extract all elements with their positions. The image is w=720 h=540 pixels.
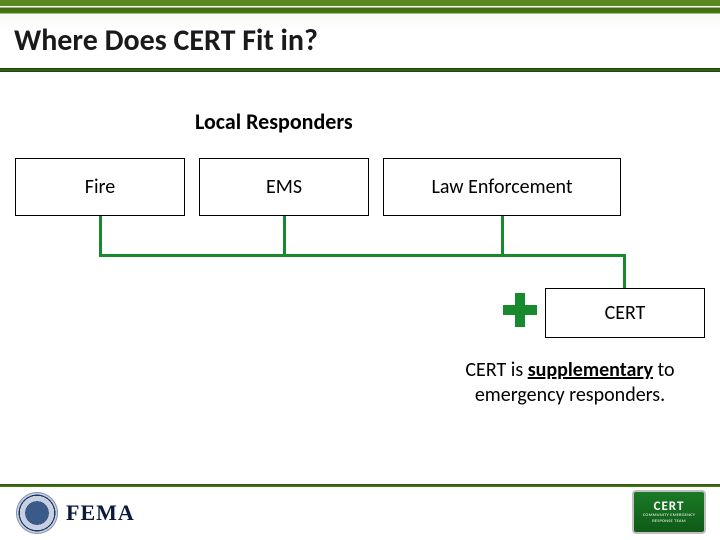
dhs-seal-icon (16, 492, 58, 534)
box-ems: EMS (199, 158, 369, 216)
caption: CERT is supplementary to emergency respo… (430, 358, 710, 408)
responder-row: Fire EMS Law Enforcement (15, 158, 705, 216)
plus-cross-icon (503, 293, 537, 327)
cert-logo-text: CERT (654, 500, 685, 513)
caption-pre: CERT is (465, 358, 527, 382)
connector-v-fire (99, 216, 102, 256)
box-cert: CERT (545, 288, 705, 338)
connector-v-law (501, 216, 504, 256)
box-fire: Fire (15, 158, 185, 216)
header-rule (0, 68, 720, 72)
fema-logo: FEMA (66, 500, 135, 526)
connector-v-cert (623, 254, 626, 288)
page-title: Where Does CERT Fit in? (14, 22, 318, 59)
cert-logo: CERT COMMUNITY EMERGENCY RESPONSE TEAM (632, 490, 706, 534)
footer: FEMA CERT COMMUNITY EMERGENCY RESPONSE T… (0, 484, 720, 540)
footer-rule (0, 484, 720, 487)
box-law: Law Enforcement (383, 158, 621, 216)
cert-logo-subtext: COMMUNITY EMERGENCY RESPONSE TEAM (634, 513, 704, 524)
caption-supplementary: supplementary (528, 358, 653, 382)
connector-v-ems (283, 216, 286, 256)
subtitle: Local Responders (195, 108, 353, 135)
connector-h-bus (99, 254, 626, 257)
